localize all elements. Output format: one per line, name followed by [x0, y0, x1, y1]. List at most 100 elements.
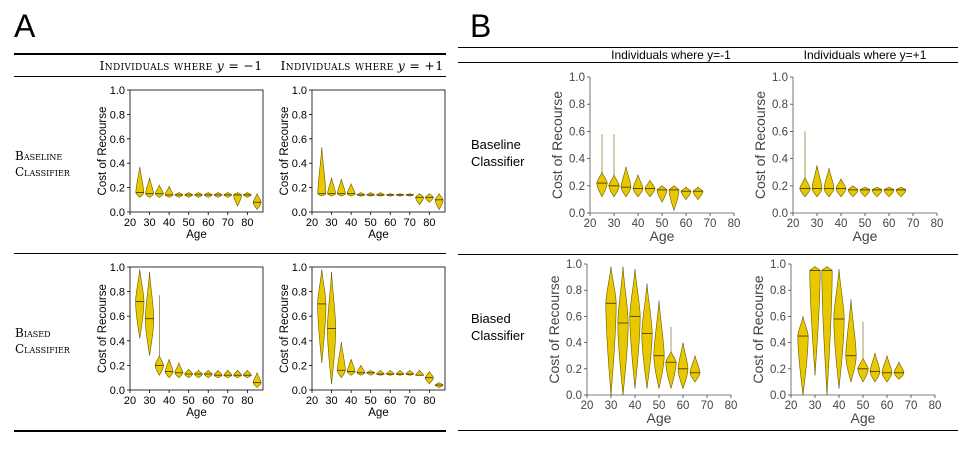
violin — [809, 266, 821, 376]
violin — [174, 192, 184, 198]
x-tick-label: 70 — [404, 217, 416, 229]
violin — [847, 185, 859, 198]
y-tick-label: 0.8 — [770, 285, 786, 297]
y-tick-label: 0.2 — [566, 364, 582, 376]
violin — [376, 192, 385, 197]
y-tick-label: 0.4 — [110, 158, 125, 170]
y-tick-label: 0.2 — [770, 364, 786, 376]
x-tick-label: 30 — [811, 218, 824, 230]
violin — [893, 361, 905, 380]
panel-b-letter: B — [470, 8, 492, 44]
panel-b-top-rule — [458, 47, 958, 48]
violin-body — [677, 342, 689, 390]
x-tick-label: 80 — [728, 218, 741, 230]
x-tick-label: 60 — [384, 217, 396, 229]
violin — [164, 185, 174, 198]
violin — [145, 271, 155, 356]
x-axis-label: Age — [368, 229, 388, 241]
violin — [680, 186, 692, 200]
y-tick-label: 0.6 — [110, 134, 125, 146]
violin — [881, 355, 893, 383]
violin — [327, 271, 337, 384]
violin — [135, 166, 145, 198]
violin — [629, 269, 641, 389]
x-tick-label: 60 — [202, 395, 214, 407]
violin — [797, 316, 809, 396]
x-tick-label: 80 — [241, 217, 253, 229]
violin-body — [799, 176, 811, 198]
y-tick-label: 0.0 — [110, 385, 125, 397]
y-tick-label: 0.2 — [292, 360, 307, 372]
violin-body — [164, 359, 174, 379]
violin-body — [823, 168, 835, 198]
x-tick-label: 20 — [785, 400, 798, 412]
x-tick-label: 30 — [325, 395, 337, 407]
panel-a-col-header-pos: Individuals where y = +1 — [278, 58, 446, 73]
violin — [252, 192, 262, 211]
y-tick-label: 0.0 — [566, 390, 582, 402]
y-tick-label: 1.0 — [110, 262, 125, 274]
violin — [405, 193, 415, 197]
violin-body — [620, 166, 632, 198]
violin-body — [317, 269, 327, 363]
panel-b-header-rule — [458, 62, 958, 63]
violin-body — [252, 371, 262, 388]
y-tick-label: 0.4 — [772, 154, 789, 166]
y-axis-label: Cost of Recourse — [750, 275, 766, 383]
violin — [184, 368, 193, 379]
violin — [799, 131, 811, 198]
violin — [857, 321, 869, 383]
x-tick-label: 20 — [124, 217, 136, 229]
violin — [689, 355, 701, 383]
violin-body — [233, 369, 242, 379]
violin-body — [653, 300, 665, 389]
y-tick-label: 0.8 — [569, 99, 585, 111]
violin — [243, 192, 252, 198]
violin — [385, 369, 395, 376]
x-tick-label: 30 — [608, 218, 621, 230]
x-tick-label: 60 — [883, 218, 896, 230]
violin — [665, 326, 677, 389]
x-tick-label: 70 — [222, 217, 234, 229]
violin — [821, 266, 833, 396]
violin — [223, 192, 233, 198]
x-tick-label: 40 — [632, 218, 645, 230]
violin — [596, 134, 608, 198]
x-tick-label: 70 — [701, 400, 714, 412]
violin — [233, 369, 242, 379]
violin — [337, 341, 346, 379]
x-tick-label: 60 — [680, 218, 693, 230]
panel-a-row-label-baseline: Baseline Classifier — [15, 148, 70, 180]
violin — [883, 186, 895, 198]
y-tick-label: 0.0 — [292, 207, 307, 219]
plot-frame — [129, 266, 264, 391]
violin — [317, 147, 327, 197]
violin-body — [425, 193, 434, 203]
panel-a-row-rule — [14, 253, 446, 254]
row-label-line2: Classifier — [471, 328, 525, 343]
x-tick-label: 80 — [241, 395, 253, 407]
violin — [164, 359, 174, 379]
panel-b-col-header-pos: Individuals where y=+1 — [803, 48, 927, 62]
y-tick-label: 0.8 — [566, 285, 582, 297]
x-tick-label: 20 — [124, 395, 136, 407]
y-tick-label: 0.4 — [292, 158, 307, 170]
violin — [656, 185, 668, 203]
violin — [895, 186, 907, 198]
y-tick-label: 0.4 — [292, 336, 307, 348]
x-tick-label: 70 — [905, 400, 918, 412]
panel-a-bottom-rule — [14, 430, 446, 432]
x-tick-label: 40 — [835, 218, 848, 230]
y-tick-label: 1.0 — [292, 85, 307, 97]
x-tick-label: 50 — [656, 218, 669, 230]
violin — [233, 192, 242, 207]
violin — [833, 269, 845, 389]
violin — [346, 359, 356, 376]
header-suffix: = +1 — [405, 58, 444, 73]
y-tick-label: 1.0 — [292, 262, 307, 274]
violin — [425, 193, 434, 203]
y-tick-label: 0.6 — [772, 126, 788, 138]
x-tick-label: 80 — [725, 400, 738, 412]
x-tick-label: 40 — [163, 395, 175, 407]
y-tick-label: 0.0 — [110, 207, 125, 219]
